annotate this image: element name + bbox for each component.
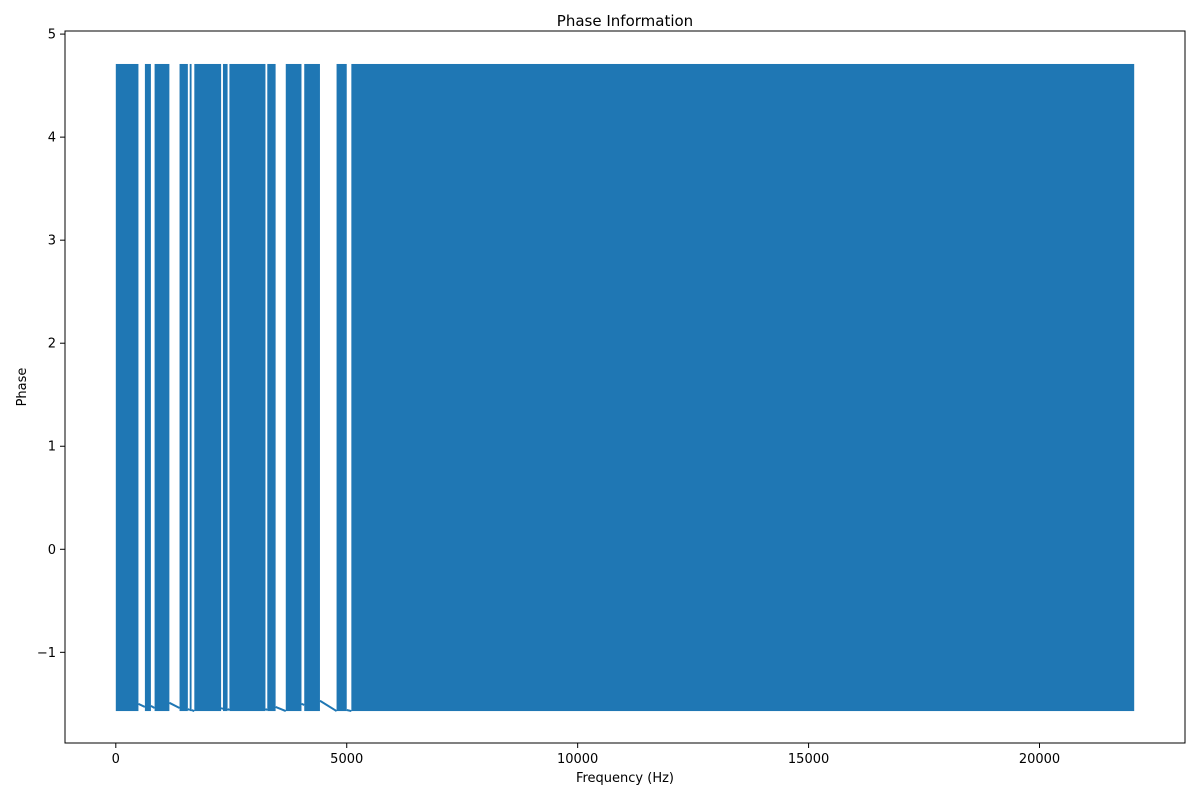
x-axis-label: Frequency (Hz) [576,771,674,786]
phase-band-10 [304,63,320,712]
phase-gap-line-8 [275,706,287,712]
phase-gap-line-1 [150,705,156,709]
phase-gap-line-4 [191,709,195,712]
phase-gap-line-10 [319,699,338,712]
y-tick-label: 3 [48,234,56,249]
plot-area [115,63,1135,713]
x-tick-label: 0 [112,752,120,767]
phase-gap-line-6 [227,708,230,711]
phase-band-2 [154,63,170,712]
y-tick-label: 4 [48,131,56,146]
y-tick-label: 0 [48,543,56,558]
phase-band-5 [194,63,222,712]
phase-band-7 [229,63,266,712]
phase-band-11 [336,63,347,712]
phase-band-0 [115,63,139,712]
y-axis: −1 0 1 2 3 4 5 [37,28,65,661]
phase-gap-line-2 [168,701,180,709]
chart-title: Phase Information [557,12,693,30]
y-tick-label: 5 [48,28,56,43]
phase-band-3 [179,63,188,712]
phase-band-1 [144,63,151,712]
phase-gap-line-3 [187,708,191,711]
phase-band-8 [267,63,276,712]
x-tick-label: 10000 [557,752,598,767]
phase-gap-line-0 [138,702,146,708]
x-tick-label: 20000 [1019,752,1060,767]
x-axis: 0 5000 10000 15000 20000 [112,743,1060,767]
y-tick-label: −1 [37,646,56,661]
x-tick-label: 15000 [788,752,829,767]
phase-band-6 [222,63,228,712]
y-tick-label: 1 [48,440,56,455]
phase-gap-line-11 [346,709,352,713]
phase-gap-line-9 [301,702,305,706]
phase-gap-line-5 [220,707,224,710]
x-tick-label: 5000 [330,752,363,767]
axes-frame [64,30,1186,744]
y-tick-label: 2 [48,337,56,352]
y-axis-label: Phase [15,368,30,407]
phase-band-9 [285,63,302,712]
phase-band-12 [351,63,1135,712]
phase-gap-line-7 [264,708,268,711]
phase-band-4 [189,63,192,712]
